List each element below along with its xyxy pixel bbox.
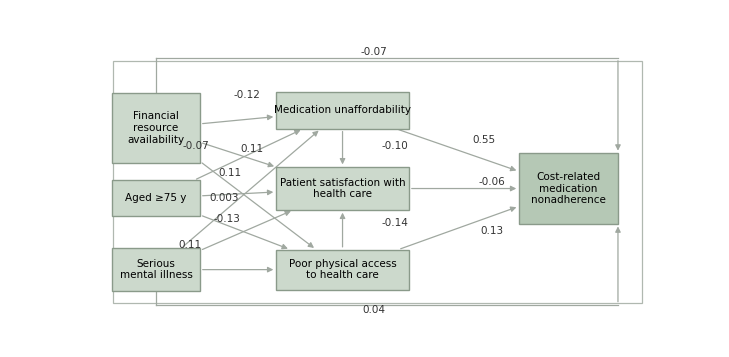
Text: -0.06: -0.06 (479, 177, 506, 187)
FancyBboxPatch shape (276, 250, 409, 290)
Text: Aged ≥75 y: Aged ≥75 y (125, 193, 187, 203)
FancyBboxPatch shape (519, 154, 618, 223)
Text: Cost-related
medication
nonadherence: Cost-related medication nonadherence (531, 172, 606, 205)
FancyBboxPatch shape (276, 92, 409, 129)
FancyBboxPatch shape (276, 167, 409, 210)
Text: Poor physical access
to health care: Poor physical access to health care (289, 259, 397, 281)
FancyBboxPatch shape (112, 93, 200, 163)
Text: 0.11: 0.11 (179, 240, 201, 250)
Text: -0.07: -0.07 (360, 47, 387, 57)
Text: 0.55: 0.55 (472, 135, 495, 145)
Text: -0.12: -0.12 (233, 90, 260, 100)
Text: 0.04: 0.04 (362, 305, 385, 315)
Text: Serious
mental illness: Serious mental illness (120, 259, 192, 281)
FancyBboxPatch shape (112, 248, 200, 291)
Text: Patient satisfaction with
health care: Patient satisfaction with health care (280, 178, 405, 199)
FancyBboxPatch shape (112, 180, 200, 216)
Text: -0.10: -0.10 (382, 141, 408, 151)
Text: 0.003: 0.003 (209, 193, 238, 203)
Text: 0.11: 0.11 (218, 169, 241, 178)
Text: Medication unaffordability: Medication unaffordability (274, 105, 411, 115)
Text: -0.07: -0.07 (182, 141, 209, 151)
Text: 0.11: 0.11 (241, 144, 264, 154)
Text: Financial
resource
availability: Financial resource availability (128, 111, 184, 145)
Text: 0.13: 0.13 (480, 226, 504, 236)
Text: -0.13: -0.13 (214, 214, 240, 224)
Text: -0.14: -0.14 (382, 218, 408, 228)
